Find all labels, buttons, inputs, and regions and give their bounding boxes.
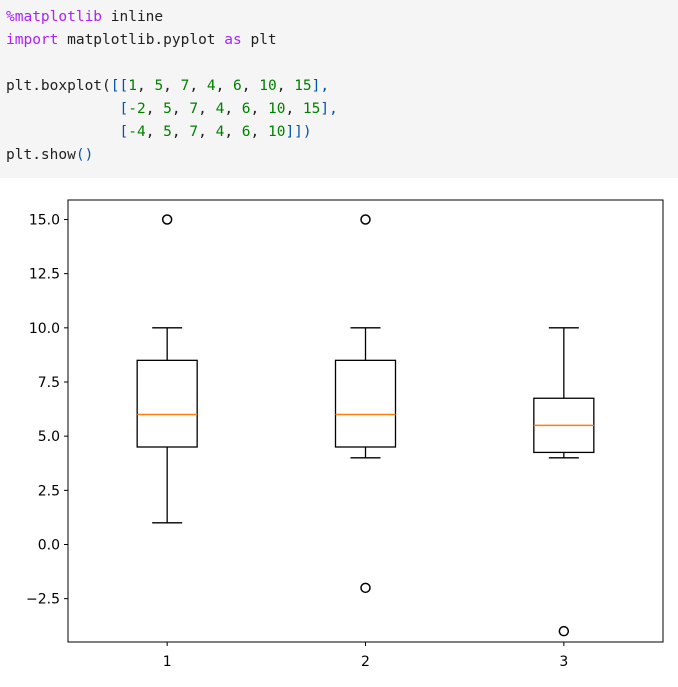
code-token: 7 <box>189 124 199 140</box>
code-token: , <box>250 124 268 140</box>
code-token: [ <box>119 124 129 140</box>
code-token <box>6 101 120 117</box>
code-token: 6 <box>233 78 242 94</box>
boxplot-chart: 15.0 12.5 10.0 7.5 5.0 2.5 0.0 −2.5 1 2 3 <box>26 199 664 670</box>
code-token: -4 <box>128 124 146 140</box>
y-tick-label: 15.0 <box>29 213 60 229</box>
y-tick-label: 2.5 <box>38 483 60 499</box>
code-token: , <box>163 78 181 94</box>
code-token: %matplotlib <box>6 9 103 25</box>
code-token: , <box>171 101 190 117</box>
code-token: 15 <box>302 101 321 117</box>
y-tick-label: −2.5 <box>26 592 60 608</box>
code-token: 10 <box>259 78 277 94</box>
plot-area <box>67 199 664 643</box>
code-token: plt.boxplot( <box>6 78 111 94</box>
code-token: 4 <box>206 78 216 94</box>
code-token: , <box>145 124 164 140</box>
code-token: , <box>198 124 216 140</box>
box-series <box>136 214 595 637</box>
code-token: 5 <box>163 124 172 140</box>
code-editor[interactable]: %matplotlib inline import matplotlib.pypl… <box>6 6 338 167</box>
code-cell[interactable]: %matplotlib inline import matplotlib.pypl… <box>0 0 678 178</box>
outlier-point <box>360 582 371 594</box>
outlier-point <box>360 214 371 225</box>
code-token <box>6 124 120 140</box>
code-token: ], <box>311 78 330 94</box>
code-token: 10 <box>267 124 286 140</box>
code-line: plt.show() <box>6 144 338 167</box>
code-token: , <box>224 124 242 140</box>
code-token: 5 <box>154 78 164 94</box>
y-tick-label: 10.0 <box>29 321 60 337</box>
code-line: [-4, 5, 7, 4, 6, 10]]) <box>6 121 338 144</box>
code-token: matplotlib.pyplot <box>58 32 225 48</box>
code-line: plt.boxplot([[1, 5, 7, 4, 6, 10, 15], <box>6 75 338 98</box>
box-1 <box>136 214 198 524</box>
x-axis: 1 2 3 <box>163 642 568 670</box>
box-body <box>334 359 397 448</box>
y-axis: 15.0 12.5 10.0 7.5 5.0 2.5 0.0 −2.5 <box>26 213 68 608</box>
code-token: , <box>224 101 242 117</box>
box-body <box>136 359 198 448</box>
y-tick-label: 12.5 <box>29 267 60 283</box>
code-token: plt.show <box>6 147 76 163</box>
y-tick-label: 5.0 <box>38 429 60 445</box>
code-line: [-2, 5, 7, 4, 6, 10, 15], <box>6 98 338 121</box>
code-token: 4 <box>215 101 225 117</box>
code-token: () <box>75 147 94 163</box>
x-tick-label: 2 <box>361 654 370 670</box>
code-token: [[ <box>110 78 129 94</box>
code-token: , <box>189 78 207 94</box>
code-token: inline <box>102 9 164 25</box>
code-token: , <box>215 78 234 94</box>
code-token: 1 <box>128 78 137 94</box>
x-tick-label: 3 <box>559 654 568 670</box>
code-token: 6 <box>241 124 251 140</box>
code-token: -2 <box>128 101 146 117</box>
code-token: ]] <box>285 124 303 140</box>
code-token: plt <box>241 32 277 48</box>
code-line: import matplotlib.pyplot as plt <box>6 29 338 52</box>
code-token: , <box>171 124 190 140</box>
code-token: 15 <box>294 78 312 94</box>
code-token: 6 <box>241 101 251 117</box>
code-token: , <box>241 78 260 94</box>
code-token: as <box>224 32 242 48</box>
code-line: %matplotlib inline <box>6 6 338 29</box>
code-token: , <box>250 101 268 117</box>
code-token: , <box>198 101 216 117</box>
outlier-point <box>558 625 570 637</box>
code-token: 4 <box>215 124 225 140</box>
code-token: ], <box>320 101 338 117</box>
cell-output: 15.0 12.5 10.0 7.5 5.0 2.5 0.0 −2.5 1 2 3 <box>0 178 678 682</box>
outlier-point <box>161 214 173 225</box>
code-line <box>6 52 338 75</box>
code-token: 7 <box>189 101 199 117</box>
code-token: 7 <box>180 78 190 94</box>
code-token: , <box>145 101 164 117</box>
x-tick-label: 1 <box>163 654 172 670</box>
box-2 <box>334 214 397 594</box>
box-3 <box>533 327 595 637</box>
code-token: 10 <box>267 101 286 117</box>
code-token: , <box>285 101 303 117</box>
code-token: import <box>6 32 59 48</box>
code-token: 5 <box>163 101 172 117</box>
code-token: , <box>276 78 295 94</box>
code-token: , <box>136 78 155 94</box>
code-token: [ <box>119 101 129 117</box>
y-tick-label: 7.5 <box>38 375 60 391</box>
code-token: ) <box>302 124 312 140</box>
y-tick-label: 0.0 <box>38 538 60 554</box>
